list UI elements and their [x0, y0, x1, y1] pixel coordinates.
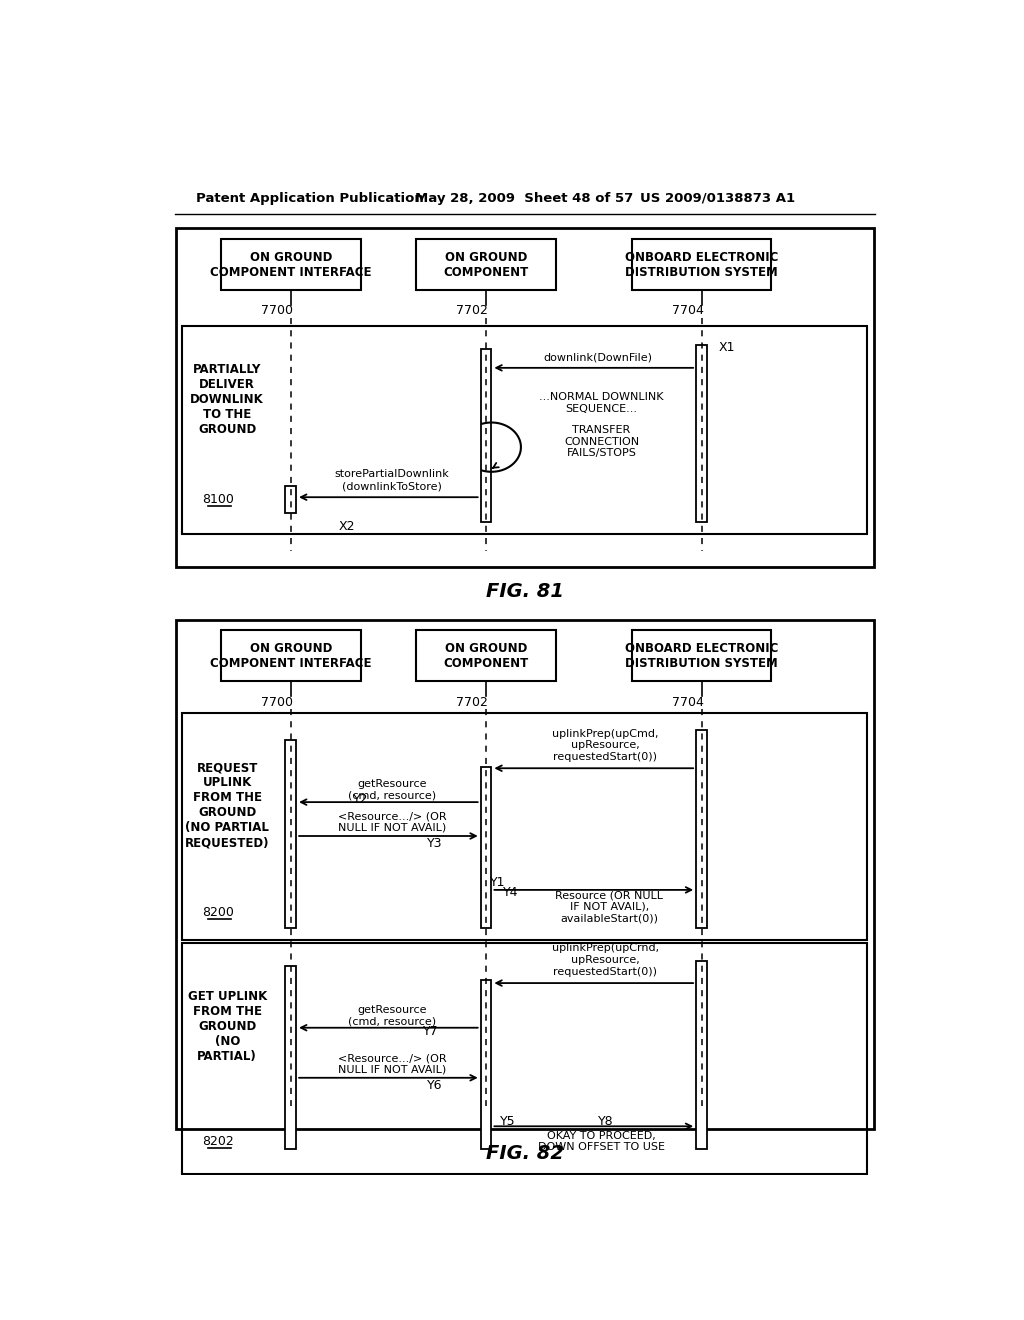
- Text: getResource
(cmd, resource): getResource (cmd, resource): [348, 779, 436, 801]
- Text: ...NORMAL DOWNLINK
SEQUENCE...: ...NORMAL DOWNLINK SEQUENCE...: [540, 392, 664, 414]
- Text: ON GROUND
COMPONENT INTERFACE: ON GROUND COMPONENT INTERFACE: [210, 251, 372, 279]
- Text: 8200: 8200: [202, 907, 233, 920]
- Text: Y8: Y8: [598, 1115, 613, 1129]
- Text: uplinkPrep(upCrnd,
upResource,
requestedStart(0)): uplinkPrep(upCrnd, upResource, requested…: [552, 944, 659, 977]
- Bar: [182, 942, 867, 1173]
- Text: <Resource.../> (OR
NULL IF NOT AVAIL): <Resource.../> (OR NULL IF NOT AVAIL): [338, 812, 446, 833]
- Text: <Resource.../> (OR
NULL IF NOT AVAIL): <Resource.../> (OR NULL IF NOT AVAIL): [338, 1053, 446, 1074]
- Text: 7702: 7702: [456, 305, 488, 317]
- Bar: [480, 350, 492, 521]
- Text: FIG. 82: FIG. 82: [485, 1143, 564, 1163]
- Bar: [417, 631, 556, 681]
- Text: Y6: Y6: [427, 1078, 442, 1092]
- Bar: [286, 966, 296, 1150]
- Text: 7702: 7702: [456, 696, 488, 709]
- Text: ON GROUND
COMPONENT: ON GROUND COMPONENT: [443, 251, 528, 279]
- Bar: [182, 326, 867, 535]
- Text: ONBOARD ELECTRONIC
DISTRIBUTION SYSTEM: ONBOARD ELECTRONIC DISTRIBUTION SYSTEM: [625, 251, 778, 279]
- Text: 7700: 7700: [261, 305, 293, 317]
- Bar: [417, 239, 556, 290]
- Text: 8202: 8202: [202, 1135, 233, 1148]
- Text: 7704: 7704: [672, 305, 703, 317]
- Bar: [480, 979, 492, 1150]
- Text: US 2009/0138873 A1: US 2009/0138873 A1: [640, 191, 795, 205]
- Text: 8100: 8100: [202, 492, 233, 506]
- Text: Y7: Y7: [423, 1026, 439, 1038]
- Text: Y3: Y3: [427, 837, 442, 850]
- Bar: [182, 713, 867, 940]
- Text: Patent Application Publication: Patent Application Publication: [197, 191, 424, 205]
- Text: ON GROUND
COMPONENT INTERFACE: ON GROUND COMPONENT INTERFACE: [210, 642, 372, 669]
- Bar: [176, 227, 873, 566]
- Text: Resource (OR NULL
IF NOT AVAIL),
availableStart(0)): Resource (OR NULL IF NOT AVAIL), availab…: [555, 890, 664, 924]
- Text: TRANSFER
CONNECTION
FAILS/STOPS: TRANSFER CONNECTION FAILS/STOPS: [564, 425, 639, 458]
- Bar: [696, 961, 707, 1150]
- Bar: [632, 631, 771, 681]
- Bar: [696, 730, 707, 928]
- Text: OKAY TO PROCEED,
DOWN OFFSET TO USE: OKAY TO PROCEED, DOWN OFFSET TO USE: [538, 1131, 665, 1152]
- Text: Y5: Y5: [500, 1115, 515, 1129]
- Text: storePartialDownlink
(downlinkToStore): storePartialDownlink (downlinkToStore): [335, 470, 450, 491]
- Text: getResource
(cmd, resource): getResource (cmd, resource): [348, 1006, 436, 1027]
- Text: uplinkPrep(upCmd,
upResource,
requestedStart(0)): uplinkPrep(upCmd, upResource, requestedS…: [552, 729, 658, 762]
- Bar: [221, 239, 360, 290]
- Text: downlink(DownFile): downlink(DownFile): [543, 352, 652, 363]
- Bar: [632, 239, 771, 290]
- Text: 7704: 7704: [672, 696, 703, 709]
- Text: ON GROUND
COMPONENT: ON GROUND COMPONENT: [443, 642, 528, 669]
- Text: FIG. 81: FIG. 81: [485, 582, 564, 601]
- Bar: [286, 486, 296, 512]
- Text: X2: X2: [338, 520, 354, 533]
- Bar: [696, 345, 707, 521]
- Text: PARTIALLY
DELIVER
DOWNLINK
TO THE
GROUND: PARTIALLY DELIVER DOWNLINK TO THE GROUND: [190, 363, 264, 436]
- Text: X1: X1: [719, 341, 735, 354]
- Bar: [480, 767, 492, 928]
- Bar: [176, 620, 873, 1129]
- Bar: [221, 631, 360, 681]
- Bar: [286, 739, 296, 928]
- Text: Y1: Y1: [489, 875, 506, 888]
- Text: 7700: 7700: [261, 696, 293, 709]
- Text: REQUEST
UPLINK
FROM THE
GROUND
(NO PARTIAL
REQUESTED): REQUEST UPLINK FROM THE GROUND (NO PARTI…: [185, 762, 269, 849]
- Text: Y2: Y2: [352, 792, 369, 805]
- Text: Y4: Y4: [503, 887, 518, 899]
- Text: ONBOARD ELECTRONIC
DISTRIBUTION SYSTEM: ONBOARD ELECTRONIC DISTRIBUTION SYSTEM: [625, 642, 778, 669]
- Text: May 28, 2009  Sheet 48 of 57: May 28, 2009 Sheet 48 of 57: [415, 191, 633, 205]
- Text: GET UPLINK
FROM THE
GROUND
(NO
PARTIAL): GET UPLINK FROM THE GROUND (NO PARTIAL): [187, 990, 267, 1063]
